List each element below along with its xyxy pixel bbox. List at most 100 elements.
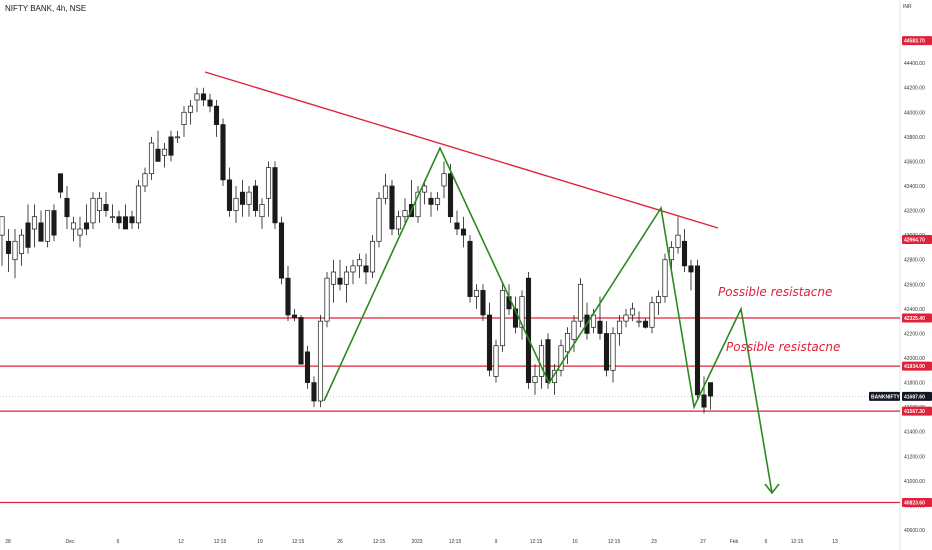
- candle-body: [200, 93, 207, 101]
- candle: [688, 259, 694, 291]
- candle-body: [220, 124, 226, 181]
- drawings: [204, 71, 780, 495]
- candle: [291, 308, 298, 322]
- candle: [278, 216, 285, 285]
- candle: [233, 186, 239, 223]
- x-tick-label: 12:15: [373, 539, 386, 545]
- candle-body: [129, 216, 135, 224]
- candle: [675, 216, 681, 254]
- candle: [369, 235, 376, 279]
- candle-body: [480, 290, 486, 316]
- y-tick-label: 42800.00: [904, 258, 925, 264]
- price-level-tag-label: 42964.70: [904, 237, 925, 243]
- candle: [142, 167, 148, 193]
- candle-body: [473, 290, 480, 297]
- x-tick-label: 9: [495, 539, 498, 545]
- price-level-tag-label: 42325.40: [904, 316, 925, 322]
- annotation-possible-resistance-lower: Possible resistacne: [726, 340, 840, 354]
- price-level-tag: 40823.60: [902, 498, 932, 508]
- symbol-tag-bg: [869, 391, 900, 401]
- price-level-tag: 44583.70: [902, 36, 932, 46]
- candle-body: [363, 265, 369, 273]
- candle-body: [564, 333, 571, 353]
- candle: [350, 259, 356, 285]
- candle: [252, 179, 259, 217]
- x-tick-label: 6: [765, 539, 768, 545]
- candle-body: [311, 382, 317, 402]
- candle-body: [116, 216, 122, 224]
- candle-body: [239, 191, 246, 205]
- time-axis[interactable]: 28 Dec 6 12 12:15 19 12:15 26 12:15 2023 12:15 9 12:…: [5, 539, 838, 545]
- candle: [356, 253, 363, 279]
- candle: [395, 210, 402, 236]
- candle-body: [207, 99, 213, 107]
- candle: [493, 339, 499, 383]
- candle-body: [38, 222, 44, 242]
- candle-body: [5, 240, 12, 254]
- candle: [116, 210, 122, 229]
- candle-body: [187, 105, 194, 113]
- candle-body: [571, 320, 577, 340]
- candle-body: [337, 277, 343, 285]
- candle: [90, 192, 96, 229]
- y-tick-label: 44000.00: [904, 110, 925, 116]
- candle: [103, 192, 109, 217]
- x-tick-label: 12:15: [608, 539, 621, 545]
- candle: [109, 204, 116, 223]
- candle: [135, 179, 142, 229]
- currency-label: INR: [903, 4, 912, 10]
- x-tick-label: 19: [257, 539, 263, 545]
- candle: [649, 296, 655, 334]
- candle-body: [369, 240, 376, 273]
- candle-body: [31, 216, 38, 230]
- candle-body: [421, 185, 428, 193]
- y-tick-label: 42600.00: [904, 282, 925, 288]
- price-level-tag-bg: [902, 406, 932, 416]
- candle-body: [525, 277, 532, 383]
- y-tick-label: 41400.00: [904, 430, 925, 436]
- candle-body: [610, 333, 616, 371]
- candle-body: [662, 259, 668, 297]
- candle: [311, 376, 317, 408]
- candle: [51, 204, 57, 242]
- candle-body: [285, 277, 291, 316]
- price-level-tag-bg: [902, 498, 932, 508]
- candle: [337, 259, 343, 291]
- candle: [12, 229, 18, 279]
- candle-body: [122, 216, 129, 230]
- candle-body: [246, 191, 252, 205]
- candle: [64, 186, 70, 229]
- candle: [610, 327, 616, 383]
- candle-body: [382, 185, 389, 199]
- candle: [707, 382, 714, 410]
- candle-body: [454, 222, 460, 230]
- candle: [259, 198, 265, 229]
- candle-body: [44, 210, 51, 242]
- candle: [38, 210, 44, 242]
- y-tick-label: 43400.00: [904, 184, 925, 190]
- candle-body: [77, 228, 83, 236]
- candle-body: [558, 345, 564, 371]
- candle-body: [441, 173, 447, 187]
- candle-body: [291, 314, 298, 318]
- candle: [220, 118, 226, 186]
- x-tick-label: 16: [572, 539, 578, 545]
- candle-body: [701, 394, 707, 408]
- candle-body: [226, 179, 233, 211]
- candle: [694, 259, 701, 401]
- candle: [57, 173, 64, 199]
- price-axis[interactable]: 40600.0040800.0041000.0041200.0041400.00…: [904, 37, 925, 534]
- candle-body: [324, 277, 330, 322]
- y-tick-label: 44200.00: [904, 86, 925, 92]
- candle: [44, 210, 51, 248]
- candle-body: [428, 197, 434, 205]
- candle: [402, 198, 408, 223]
- candle-body: [168, 136, 174, 156]
- y-tick-label: 42200.00: [904, 331, 925, 337]
- candle-body: [512, 308, 519, 328]
- candle-body: [655, 296, 662, 304]
- candle: [77, 216, 83, 248]
- candle-body: [155, 148, 161, 162]
- candle-body: [447, 173, 454, 218]
